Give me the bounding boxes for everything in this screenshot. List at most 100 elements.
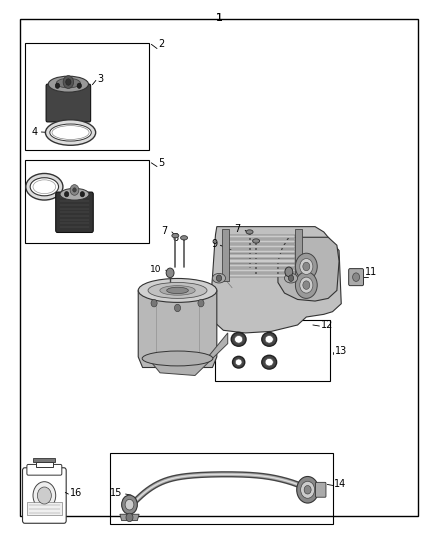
Circle shape	[151, 300, 157, 307]
Circle shape	[353, 273, 360, 281]
FancyBboxPatch shape	[315, 482, 326, 497]
Bar	[228, 254, 295, 258]
Circle shape	[125, 499, 134, 510]
Circle shape	[70, 184, 79, 195]
Circle shape	[37, 487, 51, 504]
Polygon shape	[278, 237, 339, 301]
Text: 9: 9	[212, 239, 218, 249]
Polygon shape	[151, 333, 228, 375]
Bar	[228, 274, 295, 277]
Circle shape	[64, 191, 69, 197]
Ellipse shape	[60, 188, 89, 200]
Text: 15: 15	[110, 488, 122, 498]
Ellipse shape	[57, 78, 81, 88]
Text: 6: 6	[74, 197, 80, 207]
FancyBboxPatch shape	[349, 269, 364, 286]
Text: 8: 8	[173, 233, 179, 244]
Ellipse shape	[26, 173, 63, 200]
Ellipse shape	[212, 273, 226, 283]
Ellipse shape	[30, 177, 59, 196]
Bar	[27, 502, 62, 515]
Ellipse shape	[246, 230, 253, 234]
Polygon shape	[138, 290, 217, 368]
Ellipse shape	[138, 278, 217, 302]
Bar	[223, 229, 229, 281]
Bar	[33, 458, 55, 462]
Bar	[228, 264, 295, 268]
Ellipse shape	[48, 76, 88, 92]
Circle shape	[55, 83, 60, 88]
Text: 12: 12	[321, 320, 333, 330]
Circle shape	[300, 277, 313, 293]
Circle shape	[295, 272, 317, 298]
Ellipse shape	[233, 357, 245, 368]
Circle shape	[122, 495, 138, 514]
Bar	[215, 320, 330, 381]
Ellipse shape	[285, 273, 297, 283]
Circle shape	[166, 268, 174, 278]
Circle shape	[216, 275, 222, 281]
Ellipse shape	[160, 286, 195, 295]
Circle shape	[33, 482, 56, 510]
Circle shape	[288, 275, 293, 281]
Polygon shape	[210, 227, 341, 333]
Circle shape	[126, 513, 133, 522]
Bar	[228, 269, 295, 272]
Bar	[228, 235, 295, 238]
Ellipse shape	[235, 359, 242, 366]
Circle shape	[198, 300, 204, 307]
Ellipse shape	[46, 120, 95, 146]
Bar	[35, 462, 53, 467]
Circle shape	[300, 481, 314, 498]
Bar	[25, 43, 149, 150]
Text: 16: 16	[70, 489, 82, 498]
Polygon shape	[120, 514, 139, 521]
Ellipse shape	[262, 333, 277, 346]
Text: 10: 10	[150, 265, 161, 273]
FancyBboxPatch shape	[27, 464, 62, 475]
Circle shape	[66, 79, 71, 85]
Circle shape	[174, 304, 180, 312]
Ellipse shape	[142, 351, 213, 366]
FancyBboxPatch shape	[46, 84, 91, 122]
Ellipse shape	[180, 236, 187, 240]
Text: 1: 1	[215, 13, 223, 23]
Ellipse shape	[253, 239, 260, 243]
Bar	[295, 229, 301, 281]
Circle shape	[303, 281, 310, 289]
Ellipse shape	[265, 358, 273, 366]
Bar	[228, 249, 295, 253]
Bar	[110, 453, 332, 524]
Ellipse shape	[235, 336, 243, 343]
Ellipse shape	[172, 233, 179, 238]
Circle shape	[304, 486, 311, 494]
Ellipse shape	[262, 356, 277, 369]
Bar	[228, 245, 295, 248]
Text: 2: 2	[158, 39, 164, 49]
Circle shape	[295, 253, 317, 280]
Text: 4: 4	[31, 127, 37, 137]
FancyBboxPatch shape	[56, 192, 93, 232]
Text: 3: 3	[98, 75, 104, 84]
Text: 1: 1	[215, 13, 223, 23]
Circle shape	[285, 267, 293, 277]
Text: 5: 5	[158, 158, 164, 168]
Circle shape	[300, 259, 313, 274]
Circle shape	[303, 262, 310, 271]
Ellipse shape	[167, 287, 188, 294]
Text: 10: 10	[290, 265, 302, 273]
Text: 11: 11	[365, 267, 378, 277]
Bar	[228, 259, 295, 263]
Ellipse shape	[50, 124, 91, 141]
Bar	[25, 160, 149, 243]
Text: 14: 14	[334, 479, 346, 489]
Text: 7: 7	[235, 224, 241, 235]
Circle shape	[80, 191, 85, 197]
Circle shape	[73, 188, 76, 192]
Ellipse shape	[265, 336, 273, 343]
Text: 13: 13	[335, 346, 347, 356]
Ellipse shape	[231, 333, 246, 346]
Bar	[228, 240, 295, 243]
FancyBboxPatch shape	[22, 468, 66, 523]
Text: 7: 7	[161, 226, 167, 236]
